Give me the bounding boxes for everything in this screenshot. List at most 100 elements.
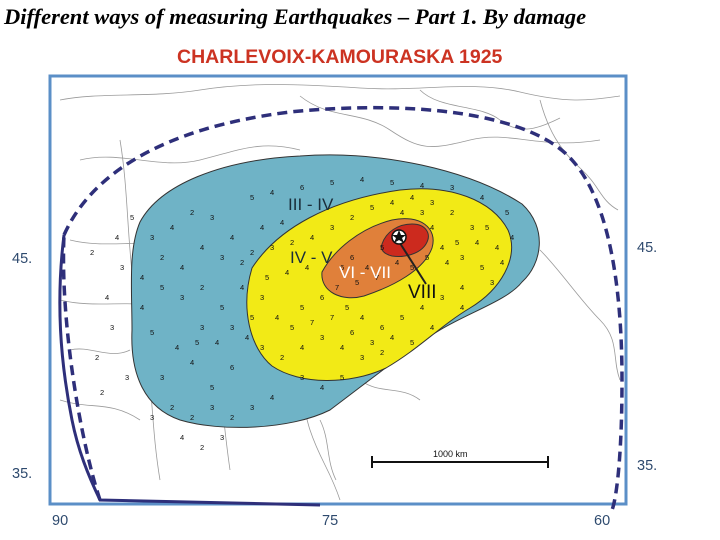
latitude-label-left-35: 35. <box>12 466 32 482</box>
observation-value: 4 <box>500 258 504 267</box>
observation-value: 3 <box>210 403 214 412</box>
observation-value: 2 <box>95 353 99 362</box>
observation-value: 4 <box>365 263 369 272</box>
observation-value: 4 <box>245 333 249 342</box>
observation-value: 4 <box>360 175 364 184</box>
longitude-label-75: 75 <box>322 513 338 529</box>
observation-value: 4 <box>340 343 344 352</box>
observation-value: 2 <box>200 443 204 452</box>
observation-value: 4 <box>190 358 194 367</box>
observation-value: 2 <box>380 348 384 357</box>
observation-value: 4 <box>460 283 464 292</box>
observation-value: 6 <box>300 183 304 192</box>
latitude-label-right-35: 35. <box>637 458 657 474</box>
observation-value: 4 <box>445 258 449 267</box>
scale-bar-label: 1000 km <box>433 449 468 459</box>
observation-value: 5 <box>340 373 344 382</box>
observation-value: 4 <box>175 343 179 352</box>
observation-value: 2 <box>280 353 284 362</box>
observation-value: 4 <box>275 313 279 322</box>
observation-value: 5 <box>300 303 304 312</box>
observation-value: 3 <box>230 323 234 332</box>
observation-value: 4 <box>430 323 434 332</box>
observation-value: 4 <box>420 181 424 190</box>
observation-values: 2344543254323456435434567546543454323445… <box>90 175 514 452</box>
observation-value: 5 <box>480 263 484 272</box>
observation-value: 5 <box>250 193 254 202</box>
observation-value: 5 <box>150 328 154 337</box>
observation-value: 2 <box>230 413 234 422</box>
observation-value: 4 <box>390 198 394 207</box>
observation-value: 4 <box>180 433 184 442</box>
observation-value: 5 <box>505 208 509 217</box>
observation-value: 6 <box>320 293 324 302</box>
observation-value: 5 <box>345 303 349 312</box>
observation-value: 4 <box>495 243 499 252</box>
observation-value: 3 <box>210 213 214 222</box>
observation-value: 2 <box>190 208 194 217</box>
observation-value: 4 <box>320 383 324 392</box>
observation-value: 3 <box>360 353 364 362</box>
observation-value: 7 <box>335 283 339 292</box>
observation-value: 4 <box>170 223 174 232</box>
longitude-label-90: 90 <box>52 513 68 529</box>
observation-value: 5 <box>455 238 459 247</box>
observation-value: 2 <box>200 283 204 292</box>
observation-value: 2 <box>250 248 254 257</box>
observation-value: 5 <box>390 178 394 187</box>
latitude-label-left-45: 45. <box>12 251 32 267</box>
observation-value: 4 <box>200 243 204 252</box>
observation-value: 4 <box>305 263 309 272</box>
observation-value: 7 <box>330 313 334 322</box>
observation-value: 4 <box>270 393 274 402</box>
zone-label-ii-iii: II - III <box>288 121 327 140</box>
observation-value: 3 <box>440 293 444 302</box>
observation-value: 4 <box>510 233 514 242</box>
zone-ii-iii-boundary <box>61 105 624 511</box>
observation-value: 3 <box>220 253 224 262</box>
observation-value: 3 <box>220 433 224 442</box>
observation-value: 3 <box>470 223 474 232</box>
observation-value: 4 <box>310 233 314 242</box>
zone-ii-iii-outer-line <box>58 234 321 507</box>
observation-value: 5 <box>400 313 404 322</box>
observation-value: 6 <box>350 328 354 337</box>
observation-value: 4 <box>430 223 434 232</box>
observation-value: 7 <box>375 273 379 282</box>
observation-value: 4 <box>395 258 399 267</box>
observation-value: 2 <box>170 403 174 412</box>
observation-value: 3 <box>430 198 434 207</box>
observation-value: 3 <box>150 413 154 422</box>
observation-value: 3 <box>260 293 264 302</box>
observation-value: 5 <box>290 323 294 332</box>
observation-value: 3 <box>250 403 254 412</box>
observation-value: 3 <box>110 323 114 332</box>
observation-value: 4 <box>300 343 304 352</box>
observation-value: 6 <box>350 253 354 262</box>
observation-value: 3 <box>160 373 164 382</box>
observation-value: 6 <box>230 363 234 372</box>
star-icon <box>391 229 407 245</box>
observation-value: 5 <box>195 338 199 347</box>
observation-value: 4 <box>105 293 109 302</box>
observation-value: 4 <box>360 313 364 322</box>
observation-value: 5 <box>130 213 134 222</box>
scale-bar: 1000 km <box>371 448 549 468</box>
observation-value: 6 <box>340 263 344 272</box>
zone-label-viii: VIII <box>408 282 437 303</box>
observation-value: 3 <box>460 253 464 262</box>
observation-value: 5 <box>410 263 414 272</box>
observation-value: 4 <box>270 188 274 197</box>
observation-value: 3 <box>200 323 204 332</box>
observation-value: 4 <box>400 208 404 217</box>
observation-value: 4 <box>420 303 424 312</box>
observation-value: 3 <box>125 373 129 382</box>
viii-pointer-line <box>397 239 427 285</box>
observation-value: 5 <box>485 223 489 232</box>
zone-label-vi-vii: VI - VII <box>339 263 391 282</box>
observation-value: 5 <box>380 243 384 252</box>
observation-value: 5 <box>425 253 429 262</box>
observation-value: 2 <box>160 253 164 262</box>
observation-value: 5 <box>160 283 164 292</box>
